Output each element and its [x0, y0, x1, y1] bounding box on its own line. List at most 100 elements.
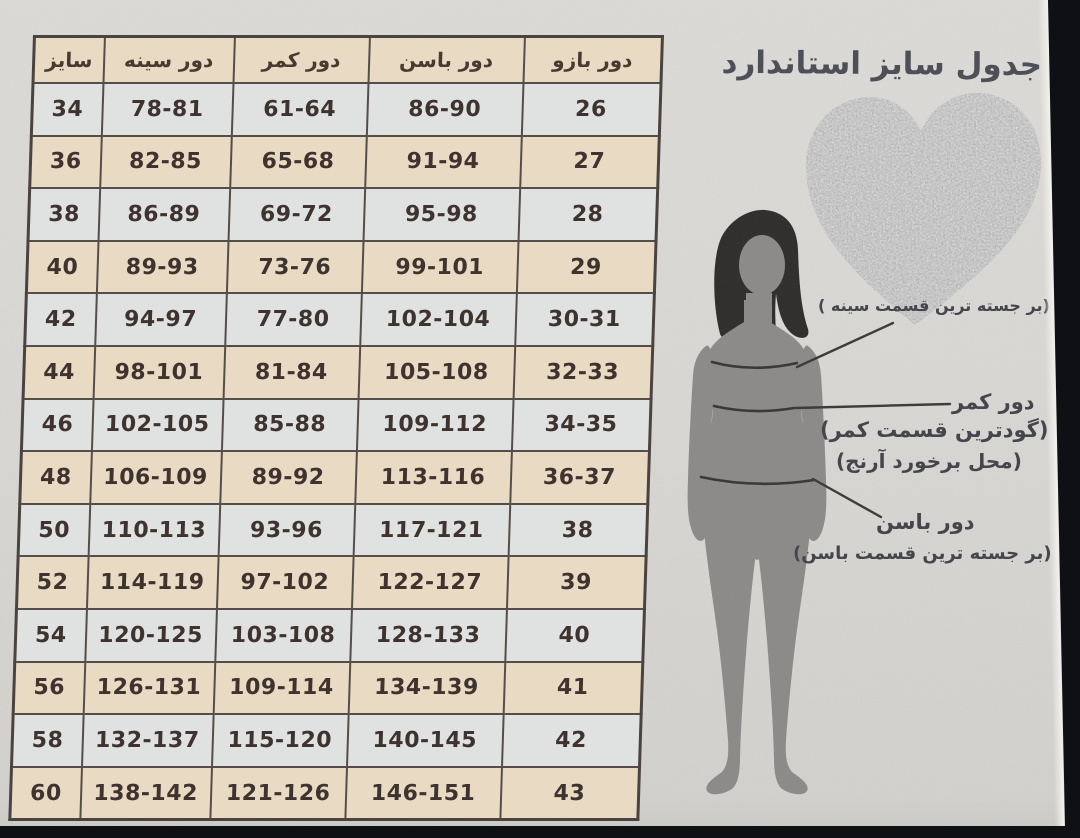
table-cell: 95-98 [363, 188, 520, 241]
table-cell: 93-96 [218, 503, 355, 557]
table-row: 60 138-142 121-126 146-151 43 [9, 766, 640, 820]
table-cell: 32-33 [513, 345, 653, 399]
table-cell: 109-112 [356, 398, 514, 452]
table-cell: 140-145 [346, 714, 504, 767]
table-row: 44 98-101 81-84 105-108 32-33 [23, 345, 653, 399]
table-cell: 113-116 [354, 451, 512, 504]
table-cell: 105-108 [358, 345, 515, 399]
torso [699, 300, 815, 560]
table-cell: 91-94 [364, 135, 522, 189]
table-cell: 29 [516, 240, 657, 294]
table-cell: 36 [29, 135, 102, 189]
table-cell: 110-113 [88, 503, 220, 557]
waist-leader-line [793, 402, 952, 410]
table-cell: 50 [18, 503, 90, 557]
table-row: 46 102-105 85-88 109-112 34-35 [21, 398, 652, 452]
table-cell: 102-104 [359, 293, 517, 346]
table-cell: 69-72 [228, 188, 365, 241]
table-cell: 38 [28, 188, 100, 241]
table-row: 58 132-137 115-120 140-145 42 [11, 714, 642, 767]
table-cell: 94-97 [94, 293, 227, 346]
table-cell: 28 [518, 188, 658, 241]
table-cell: 34 [31, 83, 103, 136]
table-cell: 42 [501, 714, 642, 767]
table-cell: 132-137 [81, 714, 214, 767]
column-header: دور سینه [102, 36, 235, 83]
table-cell: 99-101 [361, 240, 519, 294]
table-cell: 73-76 [226, 240, 364, 294]
table-cell: 27 [519, 135, 660, 189]
table-cell: 115-120 [211, 714, 349, 767]
table-cell: 106-109 [89, 451, 222, 504]
table-cell: 41 [503, 661, 643, 715]
column-header: دور بازو [522, 36, 663, 83]
table-cell: 89-93 [96, 240, 229, 294]
table-cell: 86-89 [98, 188, 230, 241]
table-cell: 102-105 [91, 398, 224, 452]
chest-annotation: (بر جسته ترین قسمت سینه ) [818, 296, 1050, 315]
table-cell: 26 [521, 83, 661, 136]
table-cell: 39 [506, 556, 647, 609]
table-cell: 117-121 [353, 503, 510, 557]
table-cell: 54 [14, 608, 87, 662]
table-cell: 82-85 [99, 135, 232, 189]
face [739, 235, 785, 295]
table-cell: 44 [23, 345, 95, 399]
table-cell: 97-102 [216, 556, 354, 609]
table-row: 52 114-119 97-102 122-127 39 [16, 556, 647, 609]
table-cell: 103-108 [214, 608, 352, 662]
table-row: 56 126-131 109-114 134-139 41 [13, 661, 643, 715]
table-cell: 146-151 [344, 766, 502, 820]
chest-measure-line [710, 360, 799, 370]
table-cell: 60 [9, 766, 82, 820]
table-cell: 138-142 [79, 766, 212, 820]
right-leg [757, 478, 814, 795]
table-cell: 36-37 [509, 451, 650, 504]
table-cell: 86-90 [366, 83, 523, 136]
table-cell: 114-119 [86, 556, 219, 609]
table-cell: 128-133 [349, 608, 507, 662]
column-header: دور کمر [232, 36, 370, 83]
column-header: دور باسن [367, 36, 525, 83]
table-cell: 38 [508, 503, 648, 557]
table-row: 36 82-85 65-68 91-94 27 [29, 135, 660, 189]
table-cell: 85-88 [221, 398, 359, 452]
hair [714, 209, 809, 340]
table-cell: 65-68 [229, 135, 367, 189]
table-cell: 40 [26, 240, 99, 294]
table-cell: 40 [504, 608, 645, 662]
table-cell: 134-139 [348, 661, 505, 715]
table-row: 38 86-89 69-72 95-98 28 [28, 188, 658, 241]
table-cell: 34-35 [511, 398, 652, 452]
table-cell: 56 [13, 661, 85, 715]
table-row: 50 110-113 93-96 117-121 38 [18, 503, 648, 557]
waist-annotation-note-1: (گودترین قسمت کمر) [820, 418, 1049, 442]
table-cell: 120-125 [84, 608, 217, 662]
table-row: 54 120-125 103-108 128-133 40 [14, 608, 645, 662]
table-cell: 43 [499, 766, 640, 820]
table-cell: 61-64 [231, 83, 368, 136]
left-leg [700, 478, 757, 795]
table-row: 48 106-109 89-92 113-116 36-37 [19, 451, 650, 504]
table-row: 40 89-93 73-76 99-101 29 [26, 240, 657, 294]
right-arm [800, 345, 827, 541]
size-table-header-row: سایز دور سینه دور کمر دور باسن دور بازو [32, 36, 663, 83]
table-cell: 30-31 [514, 293, 655, 346]
table-cell: 48 [19, 451, 92, 504]
table-cell: 98-101 [93, 345, 225, 399]
hip-leader-line [811, 477, 883, 519]
waist-annotation-note-2: (محل برخورد آرنج) [836, 449, 1022, 473]
table-cell: 81-84 [223, 345, 360, 399]
hip-measure-line [699, 475, 816, 486]
table-cell: 42 [24, 293, 97, 346]
table-cell: 46 [21, 398, 94, 452]
table-cell: 126-131 [83, 661, 215, 715]
size-table: سایز دور سینه دور کمر دور باسن دور بازو 34 78… [8, 35, 665, 822]
size-table-wrap: سایز دور سینه دور کمر دور باسن دور بازو 34 78… [8, 35, 665, 822]
table-cell: 58 [11, 714, 84, 767]
table-cell: 109-114 [213, 661, 350, 715]
hip-annotation-label: دور باسن [876, 510, 975, 534]
column-header: سایز [32, 36, 105, 83]
